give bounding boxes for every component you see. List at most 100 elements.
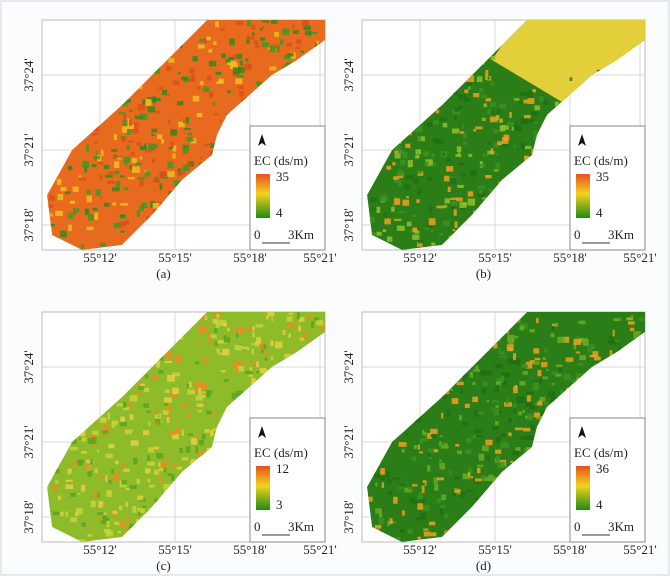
speckle — [111, 468, 114, 474]
speckle — [507, 417, 513, 423]
speckle — [425, 161, 429, 167]
speckle — [147, 478, 151, 483]
speckle — [451, 128, 460, 134]
speckle — [287, 323, 296, 329]
speckle — [239, 91, 244, 97]
speckle — [203, 143, 210, 147]
speckle — [537, 369, 542, 377]
speckle — [88, 214, 95, 221]
speckle — [254, 341, 260, 347]
north-arrow — [258, 134, 266, 146]
speckle — [402, 510, 405, 516]
speckle — [469, 169, 477, 177]
speckle — [476, 435, 484, 438]
speckle — [482, 445, 489, 452]
speckle — [401, 151, 408, 159]
speckle — [485, 74, 488, 81]
speckle — [232, 54, 238, 59]
speckle — [404, 184, 410, 190]
speckle — [420, 497, 426, 504]
speckle — [539, 396, 546, 402]
map-panel: EC (ds/m)36 40 3Km 55°12' 55°15' 55°18' 55°21'… — [341, 311, 657, 573]
speckle — [144, 143, 147, 149]
speckle — [563, 373, 571, 380]
speckle — [172, 80, 180, 86]
speckle — [90, 434, 96, 439]
speckle — [162, 410, 169, 415]
speckle — [392, 162, 396, 166]
speckle — [49, 195, 55, 201]
speckle — [577, 362, 584, 366]
speckle — [379, 475, 385, 481]
speckle — [478, 185, 486, 189]
speckle — [479, 189, 483, 196]
speckle — [464, 89, 469, 94]
speckle — [244, 63, 252, 71]
speckle — [398, 150, 405, 154]
speckle — [279, 39, 284, 45]
speckle — [163, 397, 172, 403]
speckle — [521, 364, 529, 368]
speckle — [417, 503, 424, 510]
speckle — [53, 469, 60, 474]
speckle — [286, 61, 293, 68]
speckle — [246, 37, 250, 44]
speckle — [514, 384, 518, 390]
speckle — [390, 520, 394, 523]
speckle — [50, 213, 53, 217]
speckle — [257, 83, 260, 87]
speckle — [386, 471, 390, 479]
speckle — [558, 368, 562, 372]
speckle — [106, 520, 110, 528]
speckle — [127, 401, 133, 404]
speckle — [126, 118, 131, 126]
speckle — [475, 478, 483, 482]
speckle — [114, 171, 120, 175]
speckle — [49, 223, 55, 227]
speckle — [165, 352, 172, 359]
speckle — [300, 50, 305, 53]
speckle — [412, 227, 418, 233]
speckle — [387, 491, 393, 495]
speckle — [515, 125, 522, 132]
speckle — [206, 36, 211, 41]
speckle — [472, 396, 479, 403]
speckle — [135, 383, 139, 388]
speckle — [524, 155, 530, 161]
speckle — [507, 358, 516, 364]
speckle — [475, 480, 481, 485]
speckle — [288, 312, 294, 315]
speckle — [167, 171, 175, 178]
speckle — [486, 399, 489, 403]
speckle — [423, 505, 430, 512]
speckle — [146, 410, 152, 413]
speckle — [182, 402, 188, 408]
speckle — [225, 59, 229, 64]
speckle — [111, 420, 116, 428]
speckle — [303, 25, 311, 31]
speckle — [614, 339, 620, 342]
speckle — [394, 153, 401, 159]
legend-title: EC (ds/m) — [574, 445, 628, 460]
speckle — [527, 119, 536, 123]
speckle — [206, 410, 212, 415]
speckle — [208, 60, 217, 67]
speckle — [514, 358, 521, 366]
speckle — [452, 229, 456, 233]
speckle — [482, 476, 491, 482]
speckle — [244, 370, 253, 375]
speckle — [443, 204, 448, 209]
speckle — [251, 343, 256, 346]
speckle — [84, 208, 90, 215]
speckle — [455, 154, 462, 157]
speckle — [139, 180, 144, 185]
speckle — [480, 163, 486, 167]
speckle — [172, 463, 177, 467]
speckle — [165, 405, 173, 411]
speckle — [118, 111, 126, 115]
speckle — [456, 381, 464, 386]
speckle — [133, 457, 138, 465]
speckle — [282, 28, 290, 35]
speckle — [518, 411, 522, 416]
speckle — [439, 117, 447, 121]
